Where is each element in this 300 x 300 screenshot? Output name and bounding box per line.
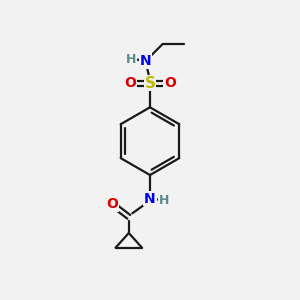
Text: O: O — [164, 76, 176, 90]
Text: N: N — [140, 54, 152, 68]
Text: N: N — [144, 192, 156, 206]
Text: S: S — [145, 76, 155, 91]
Text: O: O — [124, 76, 136, 90]
Text: H: H — [159, 194, 169, 207]
Text: O: O — [107, 197, 118, 212]
Text: H: H — [126, 53, 136, 66]
